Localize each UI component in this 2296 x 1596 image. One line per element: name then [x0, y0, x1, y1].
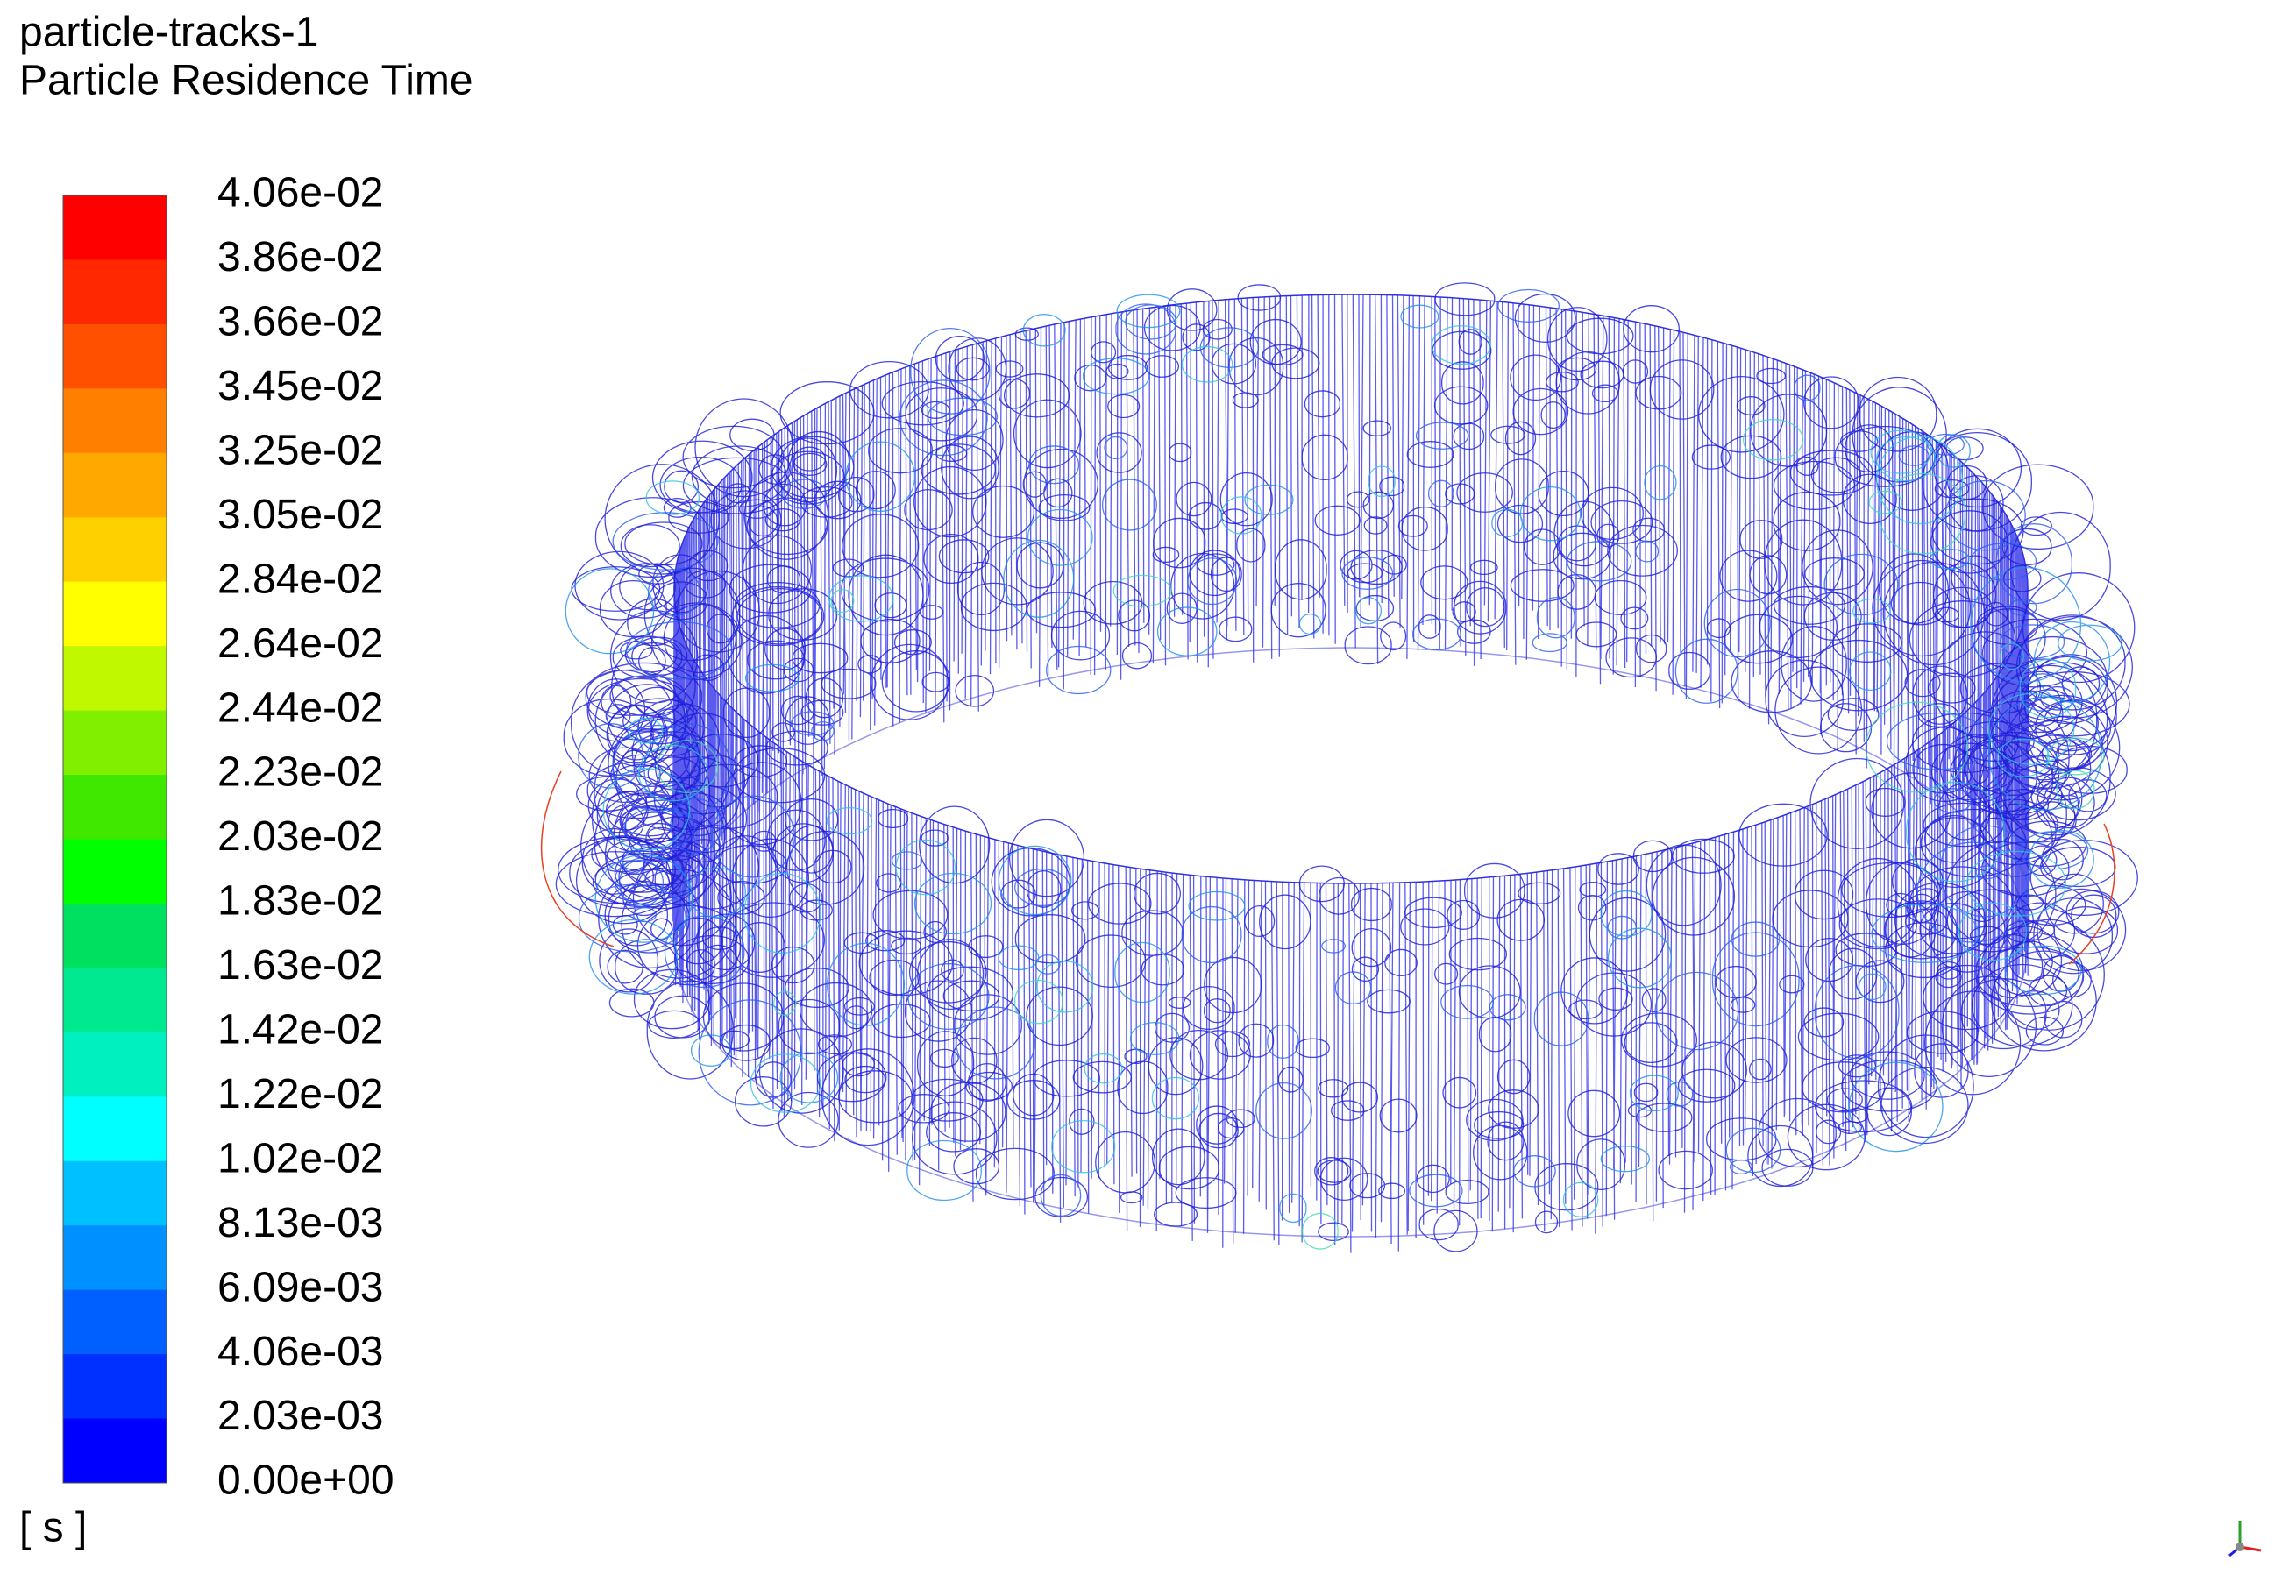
track-loops [558, 284, 2121, 1242]
colorbar-band [63, 1354, 167, 1420]
colorbar-label: 2.44e-02 [217, 685, 384, 731]
colorbar-label: 2.03e-02 [217, 813, 384, 860]
colorbar-label: 2.03e-03 [217, 1393, 384, 1439]
colorbar-band [63, 775, 167, 840]
colorbar-band [63, 323, 167, 389]
colorbar-label: 4.06e-03 [217, 1329, 384, 1375]
colorbar-label: 3.66e-02 [217, 299, 384, 345]
colorbar-label: 3.05e-02 [217, 492, 384, 538]
colorbar-labels: 4.06e-02 3.86e-02 3.66e-02 3.45e-02 3.25e-02… [217, 170, 395, 1504]
colorbar-band [63, 839, 167, 904]
rim-top [673, 294, 2029, 884]
track-warm [540, 770, 2115, 965]
colorbar-label: 1.22e-02 [217, 1071, 384, 1117]
colorbar-band [63, 452, 167, 518]
colorbar-band [63, 195, 167, 260]
colorbar-label: 1.42e-02 [217, 1007, 384, 1053]
colorbar-label: 8.13e-03 [217, 1200, 384, 1246]
axis-triad [2228, 1521, 2262, 1557]
track-loops [578, 288, 2089, 1217]
colorbar-label: 2.23e-02 [217, 749, 384, 796]
colorbar-band [63, 517, 167, 583]
colorbar-label: 1.83e-02 [217, 878, 384, 925]
colorbar-band [63, 1096, 167, 1162]
colorbar-band [63, 259, 167, 325]
colorbar-band [63, 1160, 167, 1226]
colorbar-label: 1.02e-02 [217, 1135, 384, 1181]
title: particle-tracks-1 [19, 10, 318, 56]
colorbar-band [63, 903, 167, 968]
colorbar-label: 3.45e-02 [217, 363, 384, 409]
colorbar-label: 1.63e-02 [217, 942, 384, 989]
colorbar-label: 6.09e-03 [217, 1264, 384, 1310]
colorbar-band [63, 581, 167, 647]
unit-label: [ s ] [19, 1505, 87, 1551]
track-loops [565, 294, 2122, 1224]
particle-tracks [540, 282, 2138, 1253]
colorbar-label: 0.00e+00 [217, 1458, 395, 1504]
colorbar-label: 3.86e-02 [217, 234, 384, 280]
colorbar-band [63, 1225, 167, 1291]
colorbar [62, 195, 167, 1484]
colorbar-band [63, 388, 167, 454]
colorbar-band [63, 968, 167, 1033]
colorbar-band [63, 1289, 167, 1355]
track-loops [602, 325, 2077, 1217]
track-loops [657, 419, 2105, 1250]
colorbar-band [63, 1032, 167, 1097]
subtitle: Particle Residence Time [19, 58, 473, 104]
colorbar-label: 4.06e-02 [217, 170, 384, 216]
colorbar-label: 3.25e-02 [217, 427, 384, 473]
colorbar-frame [62, 195, 167, 1484]
colorbar-band [63, 1418, 167, 1484]
colorbar-label: 2.64e-02 [217, 621, 384, 667]
colorbar-band [63, 646, 167, 712]
colorbar-label: 2.84e-02 [217, 556, 384, 602]
colorbar-band [63, 710, 167, 776]
